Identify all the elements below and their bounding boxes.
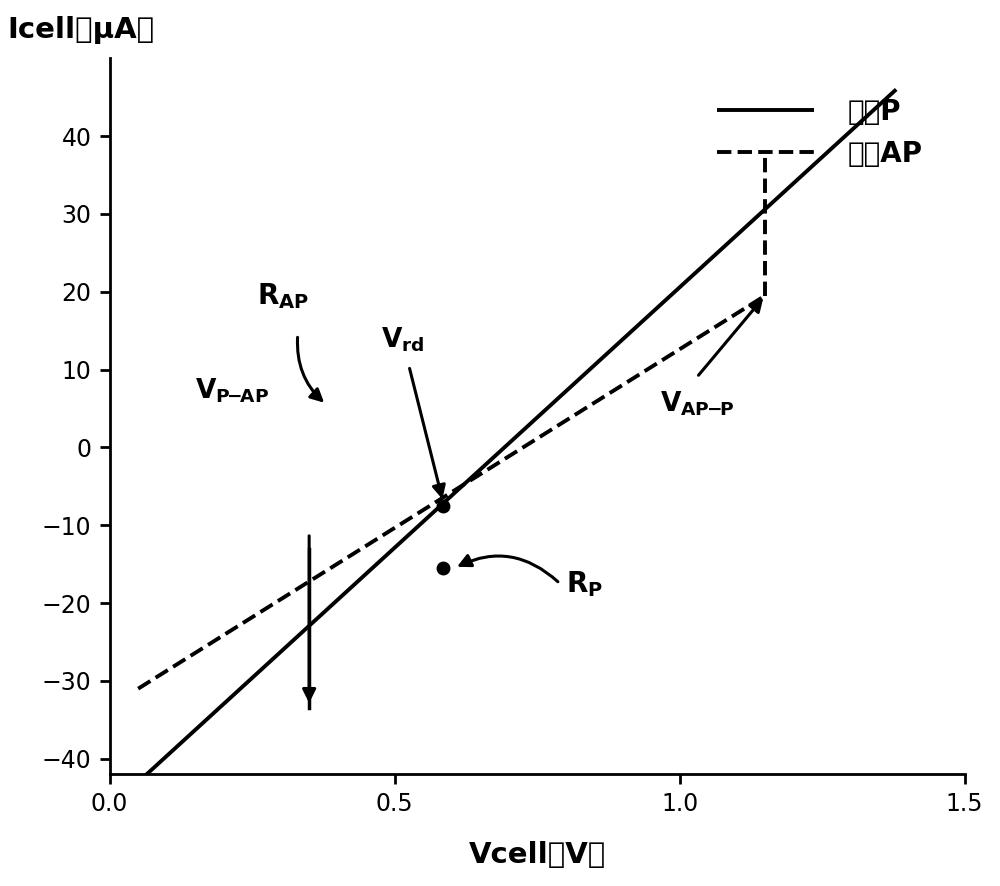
Text: Icell（μA）: Icell（μA） <box>7 16 154 44</box>
Text: $\mathbf{R_{AP}}$: $\mathbf{R_{AP}}$ <box>257 282 310 311</box>
X-axis label: Vcell（V）: Vcell（V） <box>468 842 606 869</box>
状态AP <box>759 291 771 301</box>
Text: $\mathbf{V_{AP\!\!-\!\!P}}$: $\mathbf{V_{AP\!\!-\!\!P}}$ <box>660 389 734 417</box>
Text: $\mathbf{V_{P\!\!-\!\!AP}}$: $\mathbf{V_{P\!\!-\!\!AP}}$ <box>195 377 269 405</box>
Legend: 状态P, 状态AP: 状态P, 状态AP <box>706 87 934 179</box>
状态AP <box>132 683 144 694</box>
Text: $\mathbf{V_{rd}}$: $\mathbf{V_{rd}}$ <box>381 325 425 354</box>
Line: 状态AP: 状态AP <box>138 296 765 688</box>
Text: $\mathbf{R_P}$: $\mathbf{R_P}$ <box>566 569 603 599</box>
